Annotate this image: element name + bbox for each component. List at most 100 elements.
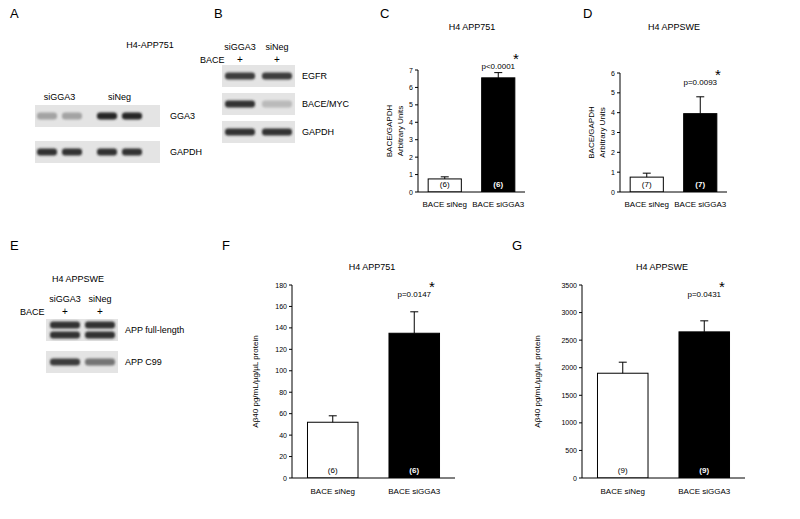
blot-strip bbox=[222, 93, 295, 115]
error-stem bbox=[646, 173, 647, 177]
tick-label: 2 bbox=[611, 149, 615, 156]
error-bar bbox=[643, 173, 651, 177]
band bbox=[97, 149, 117, 156]
row-label: APP C99 bbox=[125, 357, 162, 367]
category-label: BACE siGGA3 bbox=[472, 200, 525, 209]
tick-label: 500 bbox=[565, 447, 577, 454]
blot-strip bbox=[222, 65, 295, 87]
blot-title: H4 APPSWE bbox=[52, 274, 104, 284]
marks bbox=[428, 73, 515, 192]
axis-title: Aβ40 pg/mL/µg/µL protein bbox=[251, 335, 260, 427]
blot-strip bbox=[35, 105, 160, 127]
panel-letter: B bbox=[214, 6, 223, 21]
y-axis bbox=[582, 285, 583, 478]
band bbox=[37, 113, 57, 120]
marks bbox=[630, 97, 717, 192]
band bbox=[97, 113, 117, 120]
panel-letter: F bbox=[222, 238, 230, 253]
band bbox=[262, 73, 292, 80]
p-value: p<0.0001 bbox=[481, 62, 515, 71]
tick-label: 5 bbox=[611, 89, 615, 96]
band bbox=[62, 113, 82, 120]
error-cap bbox=[619, 362, 627, 363]
band bbox=[50, 322, 80, 329]
category-label: BACE siNeg bbox=[311, 487, 355, 496]
lane-label: siNeg bbox=[265, 42, 288, 52]
blot-panel: AH4-APP751siGGA3siNegGGA3GAPDH bbox=[10, 6, 202, 163]
band bbox=[225, 73, 255, 80]
marks bbox=[307, 312, 439, 478]
treatment-mark: + bbox=[62, 306, 68, 317]
blot-panel: EH4 APPSWEsiGGA3siNegBACE++APP full-leng… bbox=[10, 238, 184, 373]
blot-title: H4-APP751 bbox=[126, 40, 174, 50]
blot-strip bbox=[46, 319, 118, 341]
axis-title: BACE/GAPDH bbox=[587, 106, 596, 159]
error-bar bbox=[329, 416, 337, 422]
n-label: (6) bbox=[328, 466, 338, 475]
tick-label: 140 bbox=[275, 324, 287, 331]
p-value: p=0.0431 bbox=[687, 290, 721, 299]
band bbox=[122, 149, 142, 156]
tick-label: 1 bbox=[409, 171, 413, 178]
figure: AH4-APP751siGGA3siNegGGA3GAPDH BsiGGA3 siN… bbox=[0, 0, 800, 519]
tick-label: 2500 bbox=[561, 337, 577, 344]
bar bbox=[307, 422, 358, 478]
treatment-mark: + bbox=[97, 306, 103, 317]
blot-strip bbox=[222, 121, 295, 143]
error-stem bbox=[700, 97, 701, 114]
tick-label: 4 bbox=[611, 109, 615, 116]
bar bbox=[630, 177, 663, 192]
tick-label: 5 bbox=[409, 101, 413, 108]
tick-label: 4 bbox=[409, 119, 413, 126]
tick-label: 60 bbox=[279, 410, 287, 417]
bar bbox=[684, 114, 717, 192]
n-label: (9) bbox=[699, 466, 709, 475]
x-axis bbox=[292, 478, 455, 479]
bar bbox=[679, 332, 730, 478]
p-value: p=0.0147 bbox=[397, 290, 431, 299]
band bbox=[225, 129, 255, 136]
error-cap bbox=[494, 72, 502, 73]
bar bbox=[482, 78, 515, 192]
treatment-mark: + bbox=[274, 54, 280, 65]
band bbox=[262, 129, 292, 136]
error-cap bbox=[410, 311, 418, 312]
y-axis bbox=[292, 285, 293, 478]
chart-title: H4 APP751 bbox=[449, 22, 496, 32]
error-cap bbox=[643, 173, 651, 174]
tick-label: 80 bbox=[279, 389, 287, 396]
significance-mark: * bbox=[429, 278, 435, 295]
error-bar bbox=[696, 97, 704, 114]
lane-label: siGGA3 bbox=[224, 42, 256, 52]
error-bar bbox=[441, 177, 449, 179]
tick-label: 0 bbox=[573, 475, 577, 482]
error-cap bbox=[329, 415, 337, 416]
significance-mark: * bbox=[513, 50, 519, 67]
tick-label: 3 bbox=[611, 129, 615, 136]
chart-title: H4 APPSWE bbox=[648, 22, 700, 32]
axis-title: Arbitrary Units bbox=[598, 107, 607, 158]
significance-mark: * bbox=[715, 66, 721, 83]
category-label: BACE siGGA3 bbox=[678, 487, 731, 496]
n-label: (9) bbox=[618, 466, 628, 475]
bar bbox=[428, 179, 461, 192]
tick-label: 100 bbox=[275, 367, 287, 374]
tick-label: 0 bbox=[283, 475, 287, 482]
band bbox=[37, 149, 57, 156]
row-label: APP full-length bbox=[125, 325, 184, 335]
row-label: GAPDH bbox=[302, 127, 334, 137]
error-stem bbox=[332, 416, 333, 422]
band bbox=[122, 113, 142, 120]
n-label: (7) bbox=[642, 180, 652, 189]
n-label: (6) bbox=[440, 180, 450, 189]
band bbox=[50, 332, 80, 339]
panel-letter: D bbox=[583, 6, 592, 21]
error-stem bbox=[622, 362, 623, 373]
tick-label: 2000 bbox=[561, 364, 577, 371]
treatment-label: BACE bbox=[20, 307, 45, 317]
band bbox=[85, 322, 115, 329]
row-label: BACE/MYC bbox=[302, 99, 350, 109]
tick-label: 0 bbox=[409, 189, 413, 196]
tick-label: 0 bbox=[611, 189, 615, 196]
category-label: BACE siNeg bbox=[625, 200, 669, 209]
